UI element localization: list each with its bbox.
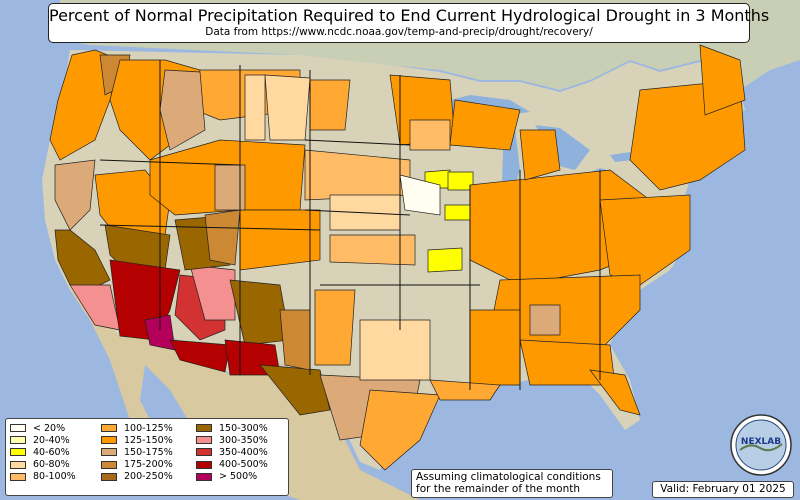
legend-item: 80-100%	[10, 471, 76, 483]
legend-item: 100-125%	[101, 422, 173, 434]
nexlab-logo: NEXLAB	[730, 414, 792, 476]
region-midatlantic-orange	[599, 194, 691, 286]
region-mn-light	[409, 119, 451, 151]
logo-text: NEXLAB	[741, 437, 781, 447]
region-deep-south-orange	[469, 309, 521, 386]
valid-date: Valid: February 01 2025	[652, 481, 794, 498]
legend-swatch	[10, 436, 26, 445]
note-line-1: Assuming climatological conditions	[416, 471, 601, 483]
region-iowa-pale	[399, 174, 441, 216]
region-wisconsin-orange	[449, 99, 521, 151]
legend: < 20% 20-40% 40-60% 60-80% 80-100% 100-1…	[5, 418, 289, 496]
region-oregon-tan	[54, 159, 96, 231]
region-montana-light	[264, 74, 311, 141]
legend-swatch	[196, 472, 212, 481]
legend-swatch	[196, 460, 212, 469]
legend-item: 20-40%	[10, 434, 76, 446]
legend-swatch	[101, 472, 117, 481]
legend-item: 200-250%	[101, 471, 173, 483]
region-oklahoma-orange	[314, 289, 356, 366]
region-gulf-orange	[429, 379, 501, 401]
legend-item: 350-400%	[196, 446, 268, 458]
region-dakota-orange	[309, 79, 351, 131]
note-line-2: for the remainder of the month	[416, 483, 581, 495]
region-arizona-pink	[189, 264, 236, 321]
region-south-tan	[529, 304, 561, 336]
legend-item: > 500%	[196, 471, 268, 483]
legend-item: 40-60%	[10, 446, 76, 458]
legend-item: 125-150%	[101, 434, 173, 446]
legend-swatch	[196, 436, 212, 445]
legend-item: 300-350%	[196, 434, 268, 446]
region-newengland-orange	[699, 44, 746, 116]
map-subtitle: Data from https://www.ncdc.noaa.gov/temp…	[205, 26, 593, 38]
legend-swatch	[10, 424, 26, 433]
legend-swatch	[196, 448, 212, 457]
legend-column-3: 150-300% 300-350% 350-400% 400-500% > 50…	[196, 422, 268, 483]
region-florida-orange	[589, 369, 641, 416]
region-north-idaho-light	[244, 74, 266, 141]
region-montana-tan	[159, 69, 206, 151]
assumption-note: Assuming climatological conditions for t…	[411, 469, 613, 498]
title-box: Percent of Normal Precipitation Required…	[48, 3, 770, 43]
legend-swatch	[101, 460, 117, 469]
region-iowa-yellow2	[447, 171, 474, 191]
region-iowa-yellow3	[444, 204, 471, 221]
legend-item: 60-80%	[10, 459, 76, 471]
drought-regions	[49, 44, 746, 471]
legend-column-2: 100-125% 125-150% 150-175% 175-200% 200-…	[101, 422, 173, 483]
legend-item: 150-175%	[101, 446, 173, 458]
region-texas-coast-orange	[359, 389, 441, 471]
legend-swatch	[101, 448, 117, 457]
legend-swatch	[101, 436, 117, 445]
legend-swatch	[10, 460, 26, 469]
region-colorado-orange	[239, 209, 321, 271]
legend-swatch	[10, 472, 26, 481]
region-arizona-darkred	[169, 339, 231, 373]
region-kansas-light	[329, 234, 416, 266]
map-title: Percent of Normal Precipitation Required…	[49, 6, 770, 25]
legend-swatch	[101, 424, 117, 433]
legend-swatch	[10, 448, 26, 457]
legend-item: 400-500%	[196, 459, 268, 471]
region-colorado-brown	[204, 209, 241, 266]
region-missouri-yellow	[427, 247, 463, 273]
legend-swatch	[196, 424, 212, 433]
legend-item: 150-300%	[196, 422, 268, 434]
region-michigan-orange	[519, 129, 561, 181]
legend-item: < 20%	[10, 422, 76, 434]
region-texas-east-tan	[359, 319, 431, 381]
region-nm-east-tan	[279, 309, 311, 371]
state-borders	[99, 60, 601, 390]
legend-column-1: < 20% 20-40% 40-60% 60-80% 80-100%	[10, 422, 76, 483]
legend-item: 175-200%	[101, 459, 173, 471]
